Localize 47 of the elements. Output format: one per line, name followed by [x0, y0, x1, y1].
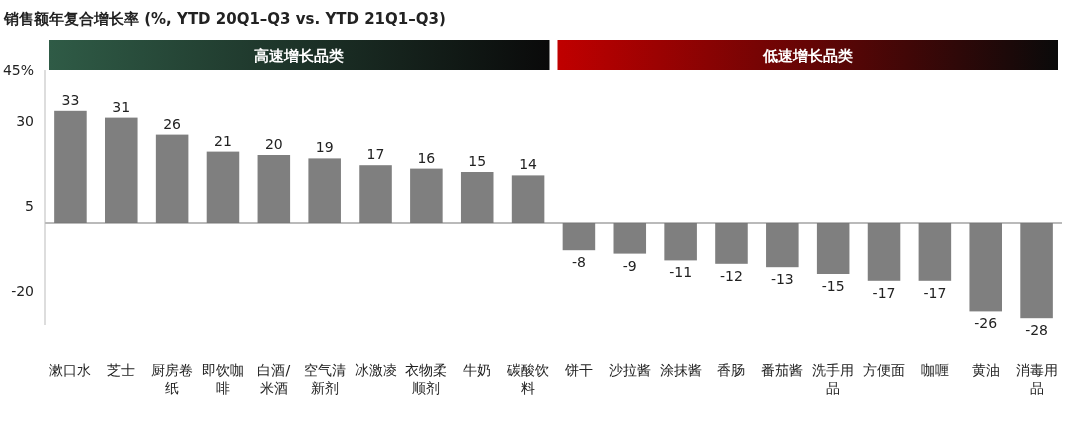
- data-label: -12: [720, 267, 743, 284]
- data-label: -26: [974, 315, 998, 332]
- text: 低速增长品类: [761, 47, 853, 65]
- data-label: 26: [163, 115, 182, 132]
- y-tick-label: 5: [25, 198, 34, 214]
- data-label: 21: [214, 132, 232, 149]
- x-tick-label: 牛奶: [463, 362, 492, 378]
- y-tick-label: -20: [11, 283, 34, 299]
- x-tick-label: 涂抹酱: [659, 362, 702, 378]
- data-label: -11: [669, 264, 693, 281]
- data-label: -17: [872, 284, 896, 301]
- x-tick-label: 香肠: [717, 362, 746, 378]
- x-tick-label: 咖喱: [920, 362, 949, 378]
- x-tick-label: 漱口水: [49, 362, 92, 378]
- data-label: 33: [61, 91, 80, 108]
- data-label: 19: [315, 139, 334, 156]
- data-label: 20: [264, 136, 283, 152]
- data-label: 15: [468, 153, 487, 169]
- text: 高速增长品类: [254, 47, 345, 65]
- x-tick-label: 沙拉酱: [608, 362, 651, 378]
- x-tick-label: 洗手用品: [812, 362, 855, 396]
- chart-title: 销售额年复合增长率 (%, YTD 20Q1–Q3 vs. YTD 21Q1–Q3): [3, 10, 446, 28]
- y-tick-label: 30: [16, 113, 34, 129]
- x-tick-label: 消毒用品: [1015, 362, 1058, 396]
- x-tick-label: 厨房卷纸: [151, 362, 194, 396]
- data-label: -13: [770, 271, 794, 288]
- x-tick-label: 饼干: [563, 362, 593, 378]
- x-tick-label: 芝士: [107, 362, 136, 378]
- x-tick-label: 即饮咖啡: [201, 362, 244, 396]
- x-tick-label: 碳酸饮料: [506, 362, 550, 396]
- data-label: -15: [821, 278, 845, 294]
- data-label: -28: [1025, 322, 1049, 339]
- data-label: -17: [923, 284, 947, 301]
- data-label: 14: [519, 156, 538, 173]
- x-tick-label: 黄油: [971, 362, 1000, 378]
- data-label: -8: [571, 254, 586, 271]
- x-tick-label: 番茄酱: [761, 362, 804, 378]
- x-tick-label: 白酒/米酒: [257, 362, 291, 396]
- x-tick-label: 冰激凌: [354, 362, 397, 378]
- data-label: 17: [366, 146, 385, 163]
- x-tick-label: 空气清新剂: [303, 362, 346, 396]
- data-label: -9: [622, 257, 637, 274]
- data-label: 31: [112, 98, 131, 115]
- y-tick-label: 45%: [2, 62, 34, 78]
- x-tick-label: 方便面: [863, 362, 906, 378]
- x-tick-label: 衣物柔顺剂: [405, 362, 448, 396]
- data-label: 16: [417, 149, 436, 166]
